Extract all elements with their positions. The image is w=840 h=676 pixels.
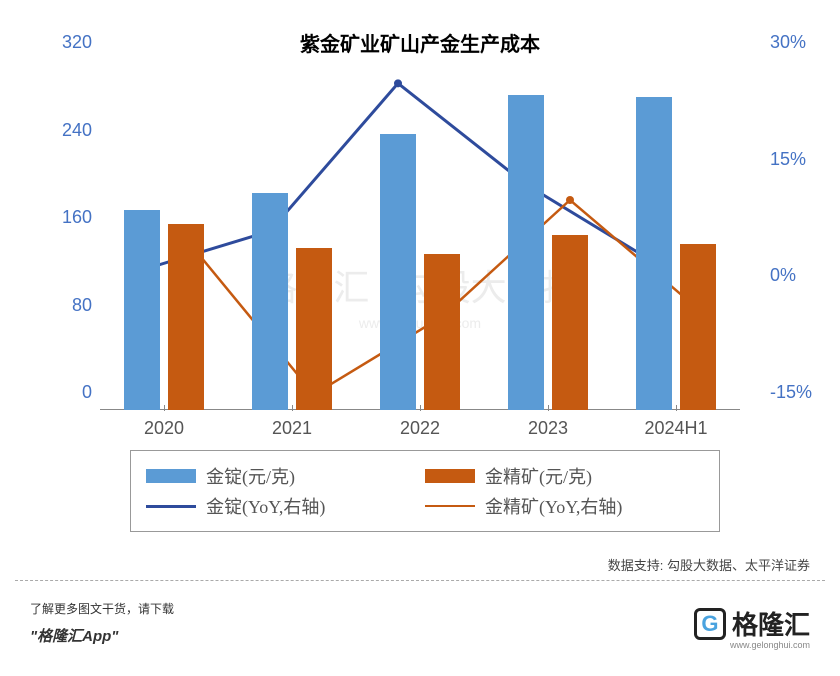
legend-line xyxy=(146,505,196,508)
bar-series1 xyxy=(636,97,672,410)
data-source: 数据支持: 勾股大数据、太平洋证券 xyxy=(608,555,810,574)
legend-item-line2: 金精矿(YoY,右轴) xyxy=(425,493,704,519)
chart-title: 紫金矿业矿山产金生产成本 xyxy=(60,28,780,57)
bar-series1 xyxy=(380,134,416,410)
x-tick-label: 2022 xyxy=(400,418,440,439)
legend-label: 金精矿(YoY,右轴) xyxy=(485,493,622,519)
divider xyxy=(15,580,825,581)
bar-series1 xyxy=(252,193,288,410)
y-left-tick: 80 xyxy=(52,296,92,314)
legend-item-bar1: 金锭(元/克) xyxy=(146,463,425,489)
x-tick-label: 2020 xyxy=(144,418,184,439)
line-marker xyxy=(566,196,574,204)
bar-series1 xyxy=(508,95,544,410)
y-left-tick: 320 xyxy=(52,33,92,51)
legend-item-bar2: 金精矿(元/克) xyxy=(425,463,704,489)
footer: 了解更多图文干货，请下载 "格隆汇App" xyxy=(30,600,174,646)
y-axis-left: 080160240320 xyxy=(50,60,100,410)
legend-label: 金精矿(元/克) xyxy=(485,463,592,489)
legend-swatch xyxy=(425,469,475,483)
bar-series2 xyxy=(168,224,204,410)
chart-container: 紫金矿业矿山产金生产成本 格隆汇 | 勾股大数据 www.gogudata.co… xyxy=(0,0,840,580)
y-axis-right: -15%0%15%30% xyxy=(770,60,820,410)
bar-series2 xyxy=(424,254,460,410)
y-left-tick: 240 xyxy=(52,121,92,139)
y-right-tick: 30% xyxy=(770,33,820,51)
bar-series2 xyxy=(552,235,588,410)
legend-swatch xyxy=(146,469,196,483)
y-right-tick: 0% xyxy=(770,266,820,284)
bar-series1 xyxy=(124,210,160,410)
legend-label: 金锭(元/克) xyxy=(206,463,295,489)
bar-series2 xyxy=(296,248,332,410)
bar-series2 xyxy=(680,244,716,410)
footer-logo: G 格隆汇 xyxy=(694,605,810,642)
plot-area xyxy=(100,60,740,410)
line-marker xyxy=(394,79,402,87)
footer-app: "格隆汇App" xyxy=(30,625,174,646)
legend-item-line1: 金锭(YoY,右轴) xyxy=(146,493,425,519)
legend-label: 金锭(YoY,右轴) xyxy=(206,493,325,519)
x-axis: 2020 2021 2022 2023 2024H1 xyxy=(100,410,740,440)
x-tick-label: 2024H1 xyxy=(644,418,707,439)
logo-sub: www.gelonghui.com xyxy=(730,640,810,650)
y-left-tick: 160 xyxy=(52,208,92,226)
x-tick-label: 2021 xyxy=(272,418,312,439)
y-right-tick: -15% xyxy=(770,383,820,401)
y-right-tick: 15% xyxy=(770,150,820,168)
y-left-tick: 0 xyxy=(52,383,92,401)
legend: 金锭(元/克) 金精矿(元/克) 金锭(YoY,右轴) 金精矿(YoY,右轴) xyxy=(130,450,720,532)
legend-line xyxy=(425,505,475,508)
logo-text: 格隆汇 xyxy=(732,605,810,642)
x-tick-label: 2023 xyxy=(528,418,568,439)
footer-line1: 了解更多图文干货，请下载 xyxy=(30,600,174,617)
logo-icon: G xyxy=(694,608,726,640)
